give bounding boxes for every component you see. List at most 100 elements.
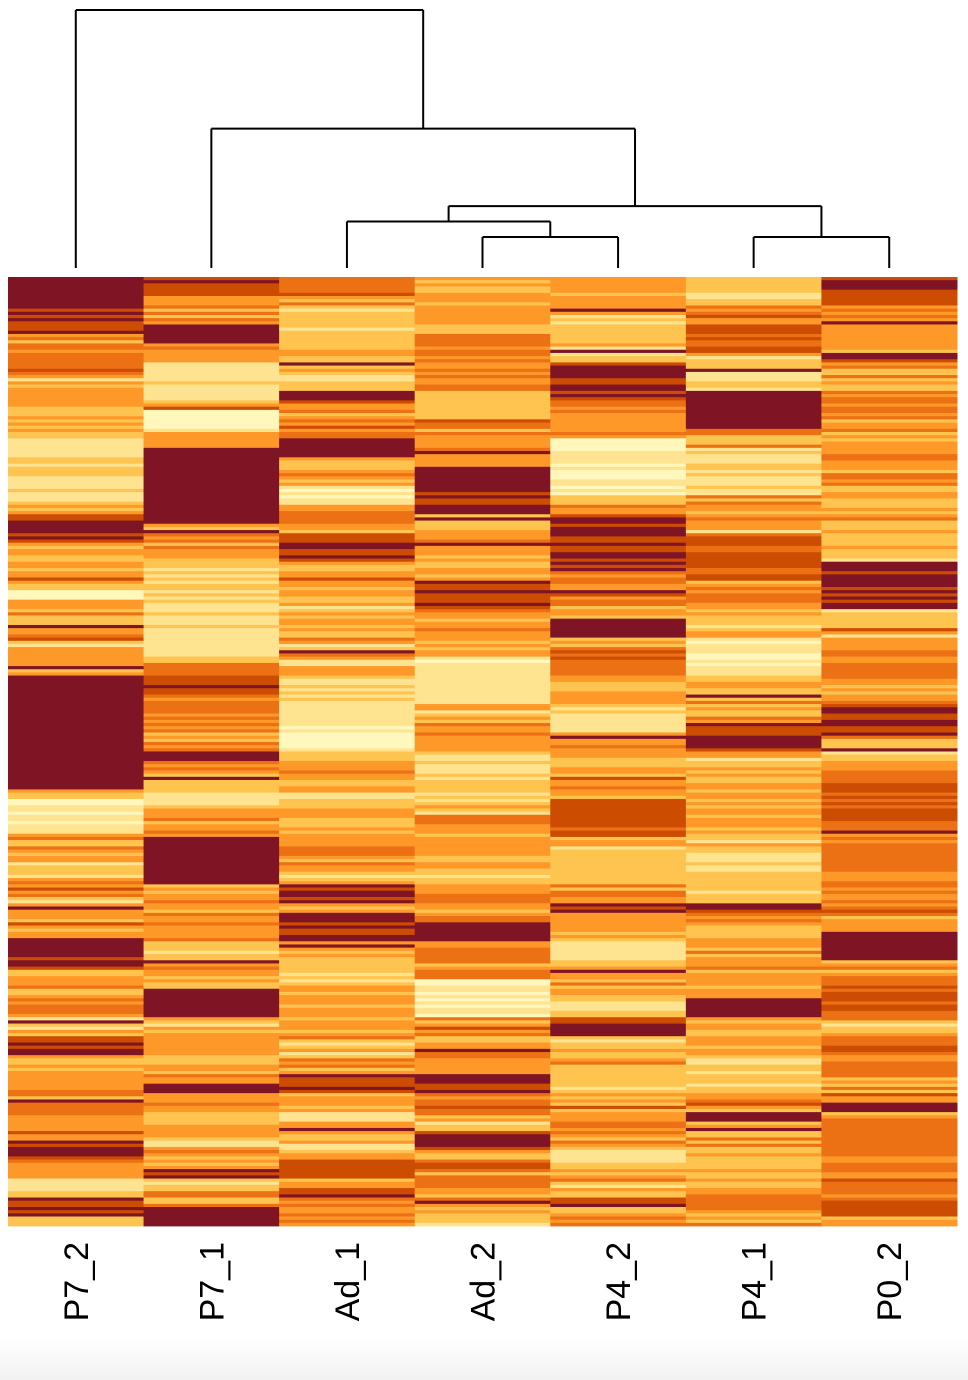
heatmap-cell xyxy=(685,719,822,724)
heatmap-cell xyxy=(414,1033,551,1037)
heatmap-cell xyxy=(821,324,958,329)
heatmap-cell xyxy=(143,327,280,332)
heatmap-cell xyxy=(821,463,958,468)
heatmap-cell xyxy=(279,1014,416,1018)
heatmap-cell xyxy=(685,311,822,316)
heatmap-cell xyxy=(279,979,416,983)
heatmap-cell xyxy=(414,757,551,762)
heatmap-cell xyxy=(8,767,145,771)
heatmap-cell xyxy=(8,729,145,733)
heatmap-cell xyxy=(8,735,145,740)
heatmap-cell xyxy=(821,1200,958,1205)
heatmap-cell xyxy=(685,802,822,806)
heatmap-cell xyxy=(414,628,551,632)
heatmap-cell xyxy=(685,843,822,847)
heatmap-cell xyxy=(414,302,551,306)
heatmap-cell xyxy=(550,1083,687,1088)
heatmap-cell xyxy=(279,340,416,344)
heatmap-cell xyxy=(414,413,551,417)
heatmap-cell xyxy=(143,1191,280,1195)
heatmap-cell xyxy=(414,416,551,420)
heatmap-cell xyxy=(821,903,958,907)
heatmap-cell xyxy=(685,1172,822,1176)
heatmap-cell xyxy=(821,672,958,676)
heatmap-cell xyxy=(143,783,280,787)
heatmap-cell xyxy=(685,688,822,692)
heatmap-cell xyxy=(821,1143,958,1148)
heatmap-cell xyxy=(550,678,687,683)
heatmap-cell xyxy=(685,277,822,281)
heatmap-cell xyxy=(8,1071,145,1075)
heatmap-cell xyxy=(550,457,687,461)
heatmap-cell xyxy=(8,1115,145,1119)
heatmap-cell xyxy=(821,441,958,446)
heatmap-cell xyxy=(414,1007,551,1012)
heatmap-cell xyxy=(685,599,822,604)
heatmap-cell xyxy=(8,333,145,338)
heatmap-cell xyxy=(279,463,416,468)
heatmap-cell xyxy=(685,624,822,629)
heatmap-cell xyxy=(279,871,416,876)
heatmap-cell xyxy=(8,647,145,651)
heatmap-cell xyxy=(821,650,958,654)
heatmap-cell xyxy=(143,897,280,901)
heatmap-cell xyxy=(143,957,280,961)
heatmap-cell xyxy=(143,378,280,382)
heatmap-cell xyxy=(550,624,687,629)
heatmap-cell xyxy=(550,1153,687,1157)
heatmap-cell xyxy=(685,482,822,487)
heatmap-cell xyxy=(279,742,416,746)
heatmap-cell xyxy=(821,618,958,623)
heatmap-cell xyxy=(8,1017,145,1021)
heatmap-cell xyxy=(685,1099,822,1104)
heatmap-cell xyxy=(8,283,145,287)
heatmap-cell xyxy=(821,352,958,357)
heatmap-cell xyxy=(550,574,687,578)
heatmap-cell xyxy=(8,520,145,525)
heatmap-cell xyxy=(821,340,958,344)
heatmap-cell xyxy=(685,963,822,967)
heatmap-cell xyxy=(821,1010,958,1015)
heatmap-cell xyxy=(550,874,687,879)
heatmap-cell xyxy=(279,311,416,316)
heatmap-cell xyxy=(821,640,958,645)
heatmap-cell xyxy=(414,1058,551,1062)
heatmap-cell xyxy=(279,571,416,575)
heatmap-cell xyxy=(8,726,145,730)
heatmap-cell xyxy=(821,1165,958,1170)
heatmap-cell xyxy=(279,289,416,294)
heatmap-cell xyxy=(550,779,687,784)
heatmap-cell xyxy=(414,887,551,892)
heatmap-cell xyxy=(821,909,958,914)
heatmap-cell xyxy=(414,748,551,752)
heatmap-cell xyxy=(821,912,958,917)
heatmap-cell xyxy=(685,542,822,547)
heatmap-cell xyxy=(8,786,145,790)
heatmap-cell xyxy=(143,305,280,310)
heatmap-cell xyxy=(414,1156,551,1160)
heatmap-cell xyxy=(414,555,551,559)
heatmap-cell xyxy=(821,432,958,436)
heatmap-cell xyxy=(143,501,280,506)
heatmap-cell xyxy=(143,729,280,733)
heatmap-cell xyxy=(821,843,958,847)
heatmap-cell xyxy=(685,1007,822,1012)
heatmap-cell xyxy=(143,479,280,484)
heatmap-cell xyxy=(550,849,687,854)
heatmap-cell xyxy=(821,811,958,816)
heatmap-cell xyxy=(143,650,280,654)
heatmap-cell xyxy=(279,450,416,455)
heatmap-cell xyxy=(821,1112,958,1116)
heatmap-cell xyxy=(414,482,551,487)
heatmap-cell xyxy=(8,830,145,835)
heatmap-cell xyxy=(550,419,687,423)
heatmap-cell xyxy=(821,321,958,325)
heatmap-cell xyxy=(143,362,280,366)
heatmap-cell xyxy=(550,1096,687,1100)
heatmap-cell xyxy=(8,969,145,974)
heatmap-cell xyxy=(279,988,416,993)
heatmap-cell xyxy=(685,919,822,923)
heatmap-cell xyxy=(143,593,280,597)
heatmap-cell xyxy=(279,447,416,452)
heatmap-cell xyxy=(550,694,687,699)
